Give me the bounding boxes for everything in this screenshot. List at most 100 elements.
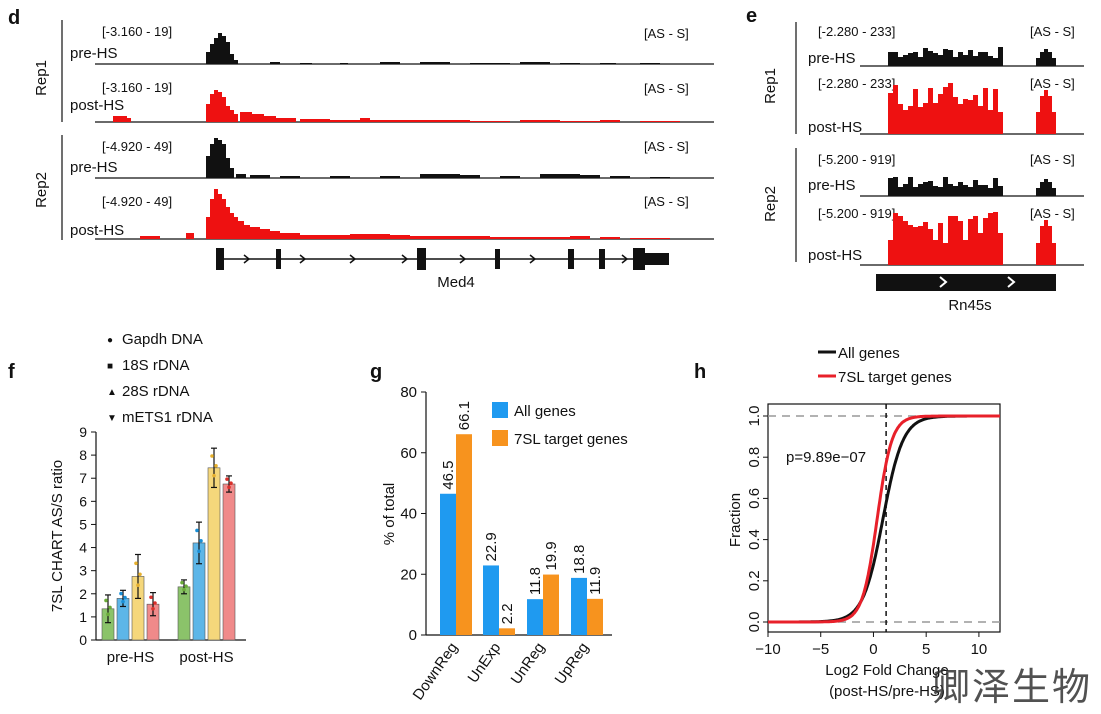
signal-bar <box>280 233 300 239</box>
signal-bar <box>933 240 938 265</box>
signal-bar <box>218 194 222 239</box>
track-range: [-4.920 - 49] <box>102 139 172 154</box>
data-point <box>227 485 231 490</box>
signal-bar <box>1052 112 1056 134</box>
signal-bar <box>1048 182 1052 196</box>
signal-bar <box>923 103 928 134</box>
signal-bar <box>953 216 958 265</box>
y-axis-label: 7SL CHART AS/S ratio <box>49 460 66 612</box>
y-tick-label: 7 <box>79 470 87 486</box>
signal-bar <box>600 120 620 122</box>
track-name: post-HS <box>808 247 862 264</box>
signal-bar <box>127 118 131 122</box>
signal-bar <box>928 88 933 134</box>
signal-bar <box>898 57 903 66</box>
data-point <box>229 481 233 485</box>
signal-bar <box>968 187 973 196</box>
data-point <box>212 473 216 478</box>
signal-bar <box>140 236 160 239</box>
signal-bar <box>560 121 600 122</box>
legend-label: 18S rDNA <box>122 357 190 374</box>
signal-bar <box>978 52 983 66</box>
data-label: 19.9 <box>543 541 560 570</box>
signal-bar <box>918 57 923 66</box>
signal-bar <box>380 176 400 178</box>
signal-bar <box>958 104 963 134</box>
signal-bar <box>908 225 913 265</box>
signal-bar <box>226 106 230 122</box>
signal-bar <box>953 97 958 134</box>
signal-bar <box>222 144 226 178</box>
y-tick-label: 5 <box>79 516 87 532</box>
signal-bar <box>968 219 973 265</box>
track-signal <box>95 33 714 65</box>
signal-bar <box>350 234 390 239</box>
signal-bar <box>250 175 270 178</box>
signal-bar <box>928 51 933 66</box>
data-point <box>138 572 142 577</box>
signal-bar <box>230 168 234 178</box>
signal-bar <box>918 107 923 134</box>
track-strand: [AS - S] <box>644 139 689 154</box>
signal-bar <box>1040 182 1044 196</box>
signal-bar <box>908 177 913 196</box>
signal-bar <box>1052 58 1056 66</box>
bars: pre-HS post-HS <box>101 447 236 666</box>
signal-bar <box>968 50 973 66</box>
y-tick-label: 3 <box>79 563 87 579</box>
signal-bar <box>913 187 918 196</box>
signal-bar <box>988 188 993 196</box>
legend-label: mETS1 rDNA <box>122 409 213 426</box>
signal-bar <box>210 199 214 239</box>
signal-bar <box>330 120 360 122</box>
track-name: post-HS <box>808 119 862 136</box>
signal-bar <box>963 55 968 66</box>
track-name: post-HS <box>70 222 124 239</box>
signal-bar <box>993 212 998 265</box>
bar <box>440 493 456 635</box>
signal-bar <box>918 184 923 196</box>
y-tick-label: 80 <box>400 384 417 401</box>
signal-bar <box>903 55 908 66</box>
signal-bar <box>570 236 590 239</box>
x-tick-label: 5 <box>922 641 930 658</box>
signal-bar <box>973 56 978 66</box>
track-strand: [AS - S] <box>644 81 689 96</box>
signal-bar <box>948 184 953 196</box>
x-tick-label: UnReg <box>508 640 549 688</box>
signal-bar <box>420 62 450 64</box>
data-point <box>210 454 214 458</box>
signal-bar <box>888 240 893 265</box>
x-tick-label: DownReg <box>410 640 462 704</box>
signal-bar <box>330 235 350 239</box>
x-tick-label: UpReg <box>552 640 593 688</box>
signal-bar <box>893 213 898 265</box>
data-point <box>151 607 155 611</box>
legend-marker: ▲ <box>107 387 117 398</box>
signal-bar <box>280 176 300 178</box>
signal-bar <box>234 114 238 122</box>
signal-bar <box>300 63 312 64</box>
bar <box>499 628 515 635</box>
signal-bar <box>913 89 918 134</box>
signal-bar <box>1036 58 1040 66</box>
exon <box>599 249 605 269</box>
y-tick-label: 0.6 <box>746 488 763 509</box>
signal-bar <box>983 218 988 265</box>
signal-bar <box>923 222 928 265</box>
signal-bar <box>983 185 988 196</box>
signal-bar <box>1048 96 1052 134</box>
y-tick-label: 9 <box>79 424 87 440</box>
data-point <box>121 599 125 604</box>
signal-bar <box>300 235 330 239</box>
gene-name: Med4 <box>437 274 475 291</box>
signal-bar <box>928 181 933 196</box>
track-name: pre-HS <box>70 159 118 176</box>
signal-bar <box>918 226 923 265</box>
signal-bar <box>186 233 194 239</box>
signal-bar <box>903 184 908 196</box>
plot-area: −10 −5 0 5 10 0.0 0.2 0.4 0.6 0.8 1.0 p=9.89e−07 Fra… <box>727 403 1001 700</box>
data-label: 46.5 <box>440 461 457 490</box>
signal-bar <box>214 90 218 122</box>
track-strand: [AS - S] <box>1030 206 1075 221</box>
